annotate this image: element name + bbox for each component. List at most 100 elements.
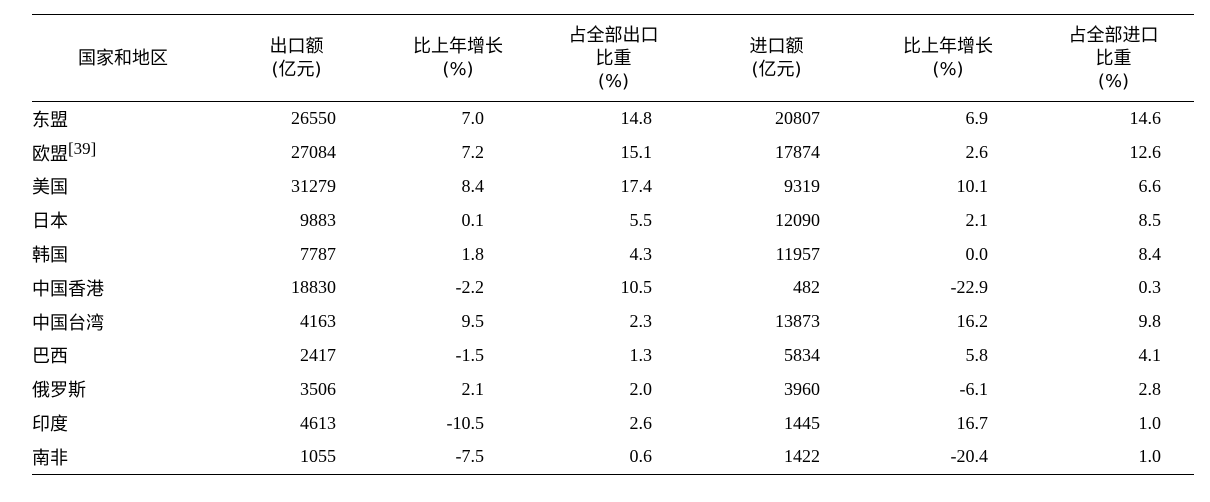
- trade-by-country-table: 国家和地区 出口额 (亿元) 比上年增长 (%) 占全部出口 比重 (%) 进口额 (亿元) 比上年…: [32, 14, 1194, 475]
- header-label-line: (%): [442, 59, 474, 80]
- table-row: 日本 9883 0.1 5.5 12090 2.1 8.5: [32, 203, 1194, 237]
- header-country-region: 国家和地区: [32, 14, 214, 102]
- cell-export-growth: 9.5: [461, 311, 485, 332]
- cell-import-share: 8.5: [1138, 209, 1162, 230]
- country-name: 东盟: [32, 109, 68, 131]
- cell-import-share: 4.1: [1138, 344, 1162, 365]
- cell-import-growth: -22.9: [950, 277, 989, 298]
- cell-export-value: 3506: [300, 378, 336, 399]
- header-label-line: 进口额: [749, 36, 804, 57]
- cell-import-value: 1422: [690, 439, 863, 475]
- cell-import-share: 8.4: [1138, 243, 1162, 264]
- table-row: 中国台湾 4163 9.5 2.3 13873 16.2 9.8: [32, 305, 1194, 339]
- cell-country-region: 南非: [32, 439, 214, 475]
- cell-export-value: 7787: [300, 243, 336, 264]
- cell-export-share: 2.6: [629, 412, 653, 433]
- cell-import-share: 12.6: [1129, 142, 1162, 163]
- cell-export-value: 1055: [214, 439, 379, 475]
- table-row: 印度 4613 -10.5 2.6 1445 16.7 1.0: [32, 406, 1194, 440]
- cell-import-value: 5834: [784, 344, 820, 365]
- header-label-line: (亿元): [751, 59, 802, 80]
- cell-import-growth: 16.2: [956, 311, 989, 332]
- header-label-line: 占全部出口: [568, 24, 659, 46]
- cell-import-growth: 2.1: [965, 209, 989, 230]
- table-body: 东盟 26550 7.0 14.8 20807 6.9 14.6 欧盟[39] 27084 7.2…: [32, 102, 1194, 475]
- cell-export-growth: -7.5: [379, 439, 537, 475]
- table-header: 国家和地区 出口额 (亿元) 比上年增长 (%) 占全部出口 比重 (%) 进口额 (亿元) 比上年…: [32, 14, 1194, 102]
- cell-import-growth: -6.1: [959, 378, 989, 399]
- header-export-growth: 比上年增长 (%): [379, 14, 537, 102]
- cell-import-value: 9319: [784, 175, 820, 196]
- header-label-line: 比重: [1095, 47, 1132, 69]
- country-name: 中国香港: [32, 278, 104, 300]
- header-label-line: (%): [1097, 70, 1130, 92]
- cell-import-value: 11957: [775, 243, 820, 264]
- header-export-share: 占全部出口 比重 (%): [537, 14, 690, 102]
- country-name: 俄罗斯: [32, 380, 86, 402]
- header-import-growth: 比上年增长 (%): [863, 14, 1033, 102]
- cell-export-share: 4.3: [629, 243, 653, 264]
- cell-import-value: 13873: [775, 311, 820, 332]
- cell-import-growth: 10.1: [956, 175, 989, 196]
- cell-import-share: 1.0: [1033, 439, 1194, 475]
- table-row: 巴西 2417 -1.5 1.3 5834 5.8 4.1: [32, 339, 1194, 373]
- footnote-marker: [39]: [68, 138, 97, 158]
- cell-export-share: 17.4: [620, 175, 653, 196]
- cell-export-value: 2417: [300, 344, 336, 365]
- country-name: 韩国: [32, 245, 68, 267]
- header-label-line: (%): [932, 59, 964, 80]
- header-import-share: 占全部进口 比重 (%): [1033, 14, 1194, 102]
- cell-export-value: 31279: [291, 175, 336, 196]
- cell-export-share: 0.6: [537, 439, 690, 475]
- cell-import-share: 1.0: [1138, 412, 1162, 433]
- header-row: 国家和地区 出口额 (亿元) 比上年增长 (%) 占全部出口 比重 (%) 进口额 (亿元) 比上年…: [32, 14, 1194, 102]
- cell-import-growth: 2.6: [965, 142, 989, 163]
- cell-export-growth: 1.8: [461, 243, 485, 264]
- cell-import-value: 12090: [775, 209, 820, 230]
- cell-country-region: 巴西: [32, 339, 214, 373]
- cell-country-region: 欧盟[39]: [32, 136, 214, 170]
- table-row: 俄罗斯 3506 2.1 2.0 3960 -6.1 2.8: [32, 372, 1194, 406]
- country-name: 日本: [32, 211, 68, 233]
- cell-country-region: 俄罗斯: [32, 372, 214, 406]
- cell-import-value: 20807: [775, 108, 820, 129]
- cell-country-region: 韩国: [32, 237, 214, 271]
- table-row: 南非 1055 -7.5 0.6 1422 -20.4 1.0: [32, 439, 1194, 475]
- cell-export-share: 1.3: [629, 344, 653, 365]
- cell-import-growth: 6.9: [965, 108, 989, 129]
- cell-export-growth: -2.2: [455, 277, 485, 298]
- cell-export-growth: -1.5: [455, 344, 485, 365]
- country-name: 中国台湾: [32, 312, 104, 334]
- header-import-value: 进口额 (亿元): [690, 14, 863, 102]
- cell-export-growth: 7.2: [461, 142, 485, 163]
- cell-export-value: 4163: [300, 311, 336, 332]
- cell-import-growth: -20.4: [863, 439, 1033, 475]
- cell-country-region: 东盟: [32, 102, 214, 136]
- cell-export-share: 10.5: [620, 277, 653, 298]
- header-export-value: 出口额 (亿元): [214, 14, 379, 102]
- cell-export-growth: 2.1: [461, 378, 485, 399]
- country-name: 巴西: [32, 346, 68, 368]
- table-row: 中国香港 18830 -2.2 10.5 482 -22.9 0.3: [32, 271, 1194, 305]
- cell-country-region: 印度: [32, 406, 214, 440]
- cell-export-growth: 7.0: [461, 108, 485, 129]
- header-label-line: 比重: [595, 47, 632, 69]
- header-label-line: (%): [597, 70, 630, 92]
- table-row: 东盟 26550 7.0 14.8 20807 6.9 14.6: [32, 102, 1194, 136]
- header-label-line: 出口额: [269, 36, 324, 57]
- table-row: 美国 31279 8.4 17.4 9319 10.1 6.6: [32, 170, 1194, 204]
- table-row: 韩国 7787 1.8 4.3 11957 0.0 8.4: [32, 237, 1194, 271]
- cell-import-share: 6.6: [1138, 175, 1162, 196]
- table-row: 欧盟[39] 27084 7.2 15.1 17874 2.6 12.6: [32, 136, 1194, 170]
- country-name: 美国: [32, 177, 68, 199]
- cell-export-value: 9883: [300, 209, 336, 230]
- cell-import-value: 3960: [784, 378, 820, 399]
- cell-export-value: 4613: [300, 412, 336, 433]
- cell-export-share: 2.3: [629, 311, 653, 332]
- cell-export-value: 26550: [291, 108, 336, 129]
- country-name: 欧盟: [32, 143, 68, 165]
- header-label-line: (亿元): [271, 59, 322, 80]
- cell-export-value: 27084: [291, 142, 336, 163]
- header-label-line: 比上年增长: [903, 36, 993, 57]
- cell-export-growth: 0.1: [461, 209, 485, 230]
